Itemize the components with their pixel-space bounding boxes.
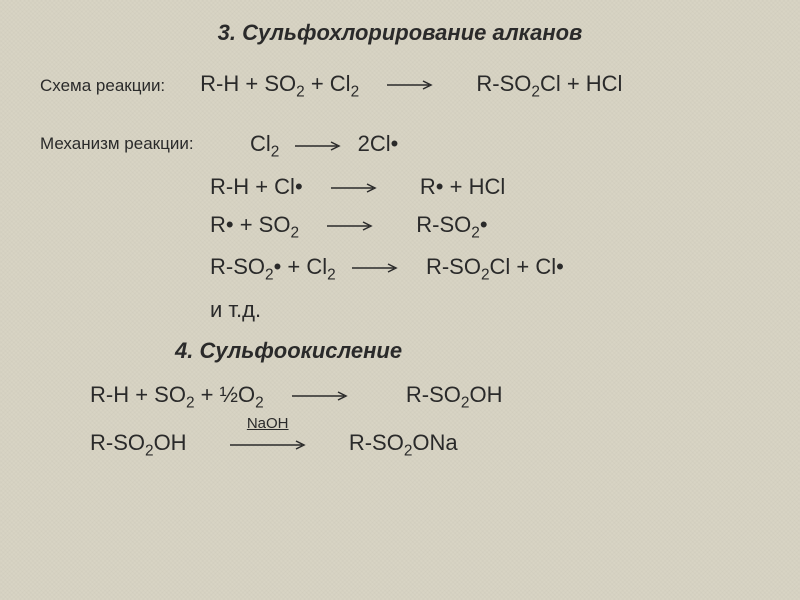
- mech4-mid: • + Cl: [274, 254, 328, 279]
- mech4-rhs: R-SO: [426, 254, 481, 279]
- scheme-rhs2: Cl + HCl: [540, 71, 623, 96]
- mech2-rhs: R• + HCl: [420, 174, 505, 199]
- eq2-lhs-end: OH: [154, 430, 187, 455]
- scheme-rhs-sub: 2: [531, 83, 540, 100]
- section4-title: 4. Сульфоокисление: [175, 338, 760, 364]
- mech2-lhs: R-H + Cl•: [210, 174, 303, 199]
- arrow-icon: [385, 79, 435, 91]
- mech4-sub1: 2: [265, 267, 274, 284]
- mech1-sub: 2: [271, 144, 280, 161]
- eq1-mid: + ½O: [195, 382, 256, 407]
- mech-line4: R-SO2• + Cl2 R-SO2Cl + Cl•: [210, 254, 760, 284]
- eq1-sub2: 2: [255, 394, 264, 411]
- mech-etc: и т.д.: [210, 297, 760, 323]
- eq1-rhs: R-SO: [406, 382, 461, 407]
- mechanism-equations: Cl2 2Cl• R-H + Cl• R• + HCl R• + SO2 R-S…: [250, 131, 760, 322]
- mech3-rhs-sub: 2: [471, 224, 480, 241]
- mech-line2: R-H + Cl• R• + HCl: [210, 174, 760, 200]
- eq1-sub1: 2: [186, 394, 195, 411]
- mech3-rhs-end: •: [480, 212, 488, 237]
- scheme-plus: + Cl: [305, 71, 351, 96]
- sulfo-eq2: R-SO2OH NaOH R-SO2ONa: [90, 430, 760, 460]
- arrow-with-label: NaOH: [228, 431, 308, 457]
- mech3-sub: 2: [290, 224, 299, 241]
- scheme-equation: R-H + SO2 + Cl2 R-SO2Cl + HCl: [200, 71, 622, 101]
- mech4-lhs: R-SO: [210, 254, 265, 279]
- scheme-sub2: 2: [351, 83, 360, 100]
- mech4-rhs-sub: 2: [481, 267, 490, 284]
- scheme-rhs1: R-SO: [476, 71, 531, 96]
- mech3-rhs: R-SO: [416, 212, 471, 237]
- arrow-icon: [325, 220, 375, 232]
- mech1-rhs: 2Cl•: [358, 131, 399, 156]
- arrow-icon: [350, 262, 400, 274]
- mech4-rhs-end: Cl + Cl•: [490, 254, 564, 279]
- eq1-rhs-end: OH: [469, 382, 502, 407]
- arrow-icon: [290, 390, 350, 402]
- mechanism-label: Механизм реакции:: [40, 134, 194, 154]
- eq2-lhs: R-SO: [90, 430, 145, 455]
- scheme-row: Схема реакции: R-H + SO2 + Cl2 R-SO2Cl +…: [40, 71, 760, 101]
- eq2-rhs-end: ONa: [412, 430, 457, 455]
- scheme-sub1: 2: [296, 83, 305, 100]
- mech1-lhs: Cl: [250, 131, 271, 156]
- mech4-sub2: 2: [327, 267, 336, 284]
- eq2-rhs: R-SO: [349, 430, 404, 455]
- arrow-icon: [329, 182, 379, 194]
- eq2-lhs-sub: 2: [145, 442, 154, 459]
- mech-line3: R• + SO2 R-SO2•: [210, 212, 760, 242]
- scheme-label: Схема реакции:: [40, 76, 165, 96]
- mech3-lhs: R• + SO: [210, 212, 290, 237]
- eq1-lhs1: R-H + SO: [90, 382, 186, 407]
- sulfo-eq1: R-H + SO2 + ½O2 R-SO2OH: [90, 382, 760, 412]
- arrow-icon: [228, 439, 308, 451]
- arrow-icon: [293, 140, 343, 152]
- mech-line1: Cl2 2Cl•: [250, 131, 760, 161]
- arrow-over-label: NaOH: [247, 415, 289, 432]
- section3-title: 3. Сульфохлорирование алканов: [40, 20, 760, 46]
- scheme-lhs: R-H + SO: [200, 71, 296, 96]
